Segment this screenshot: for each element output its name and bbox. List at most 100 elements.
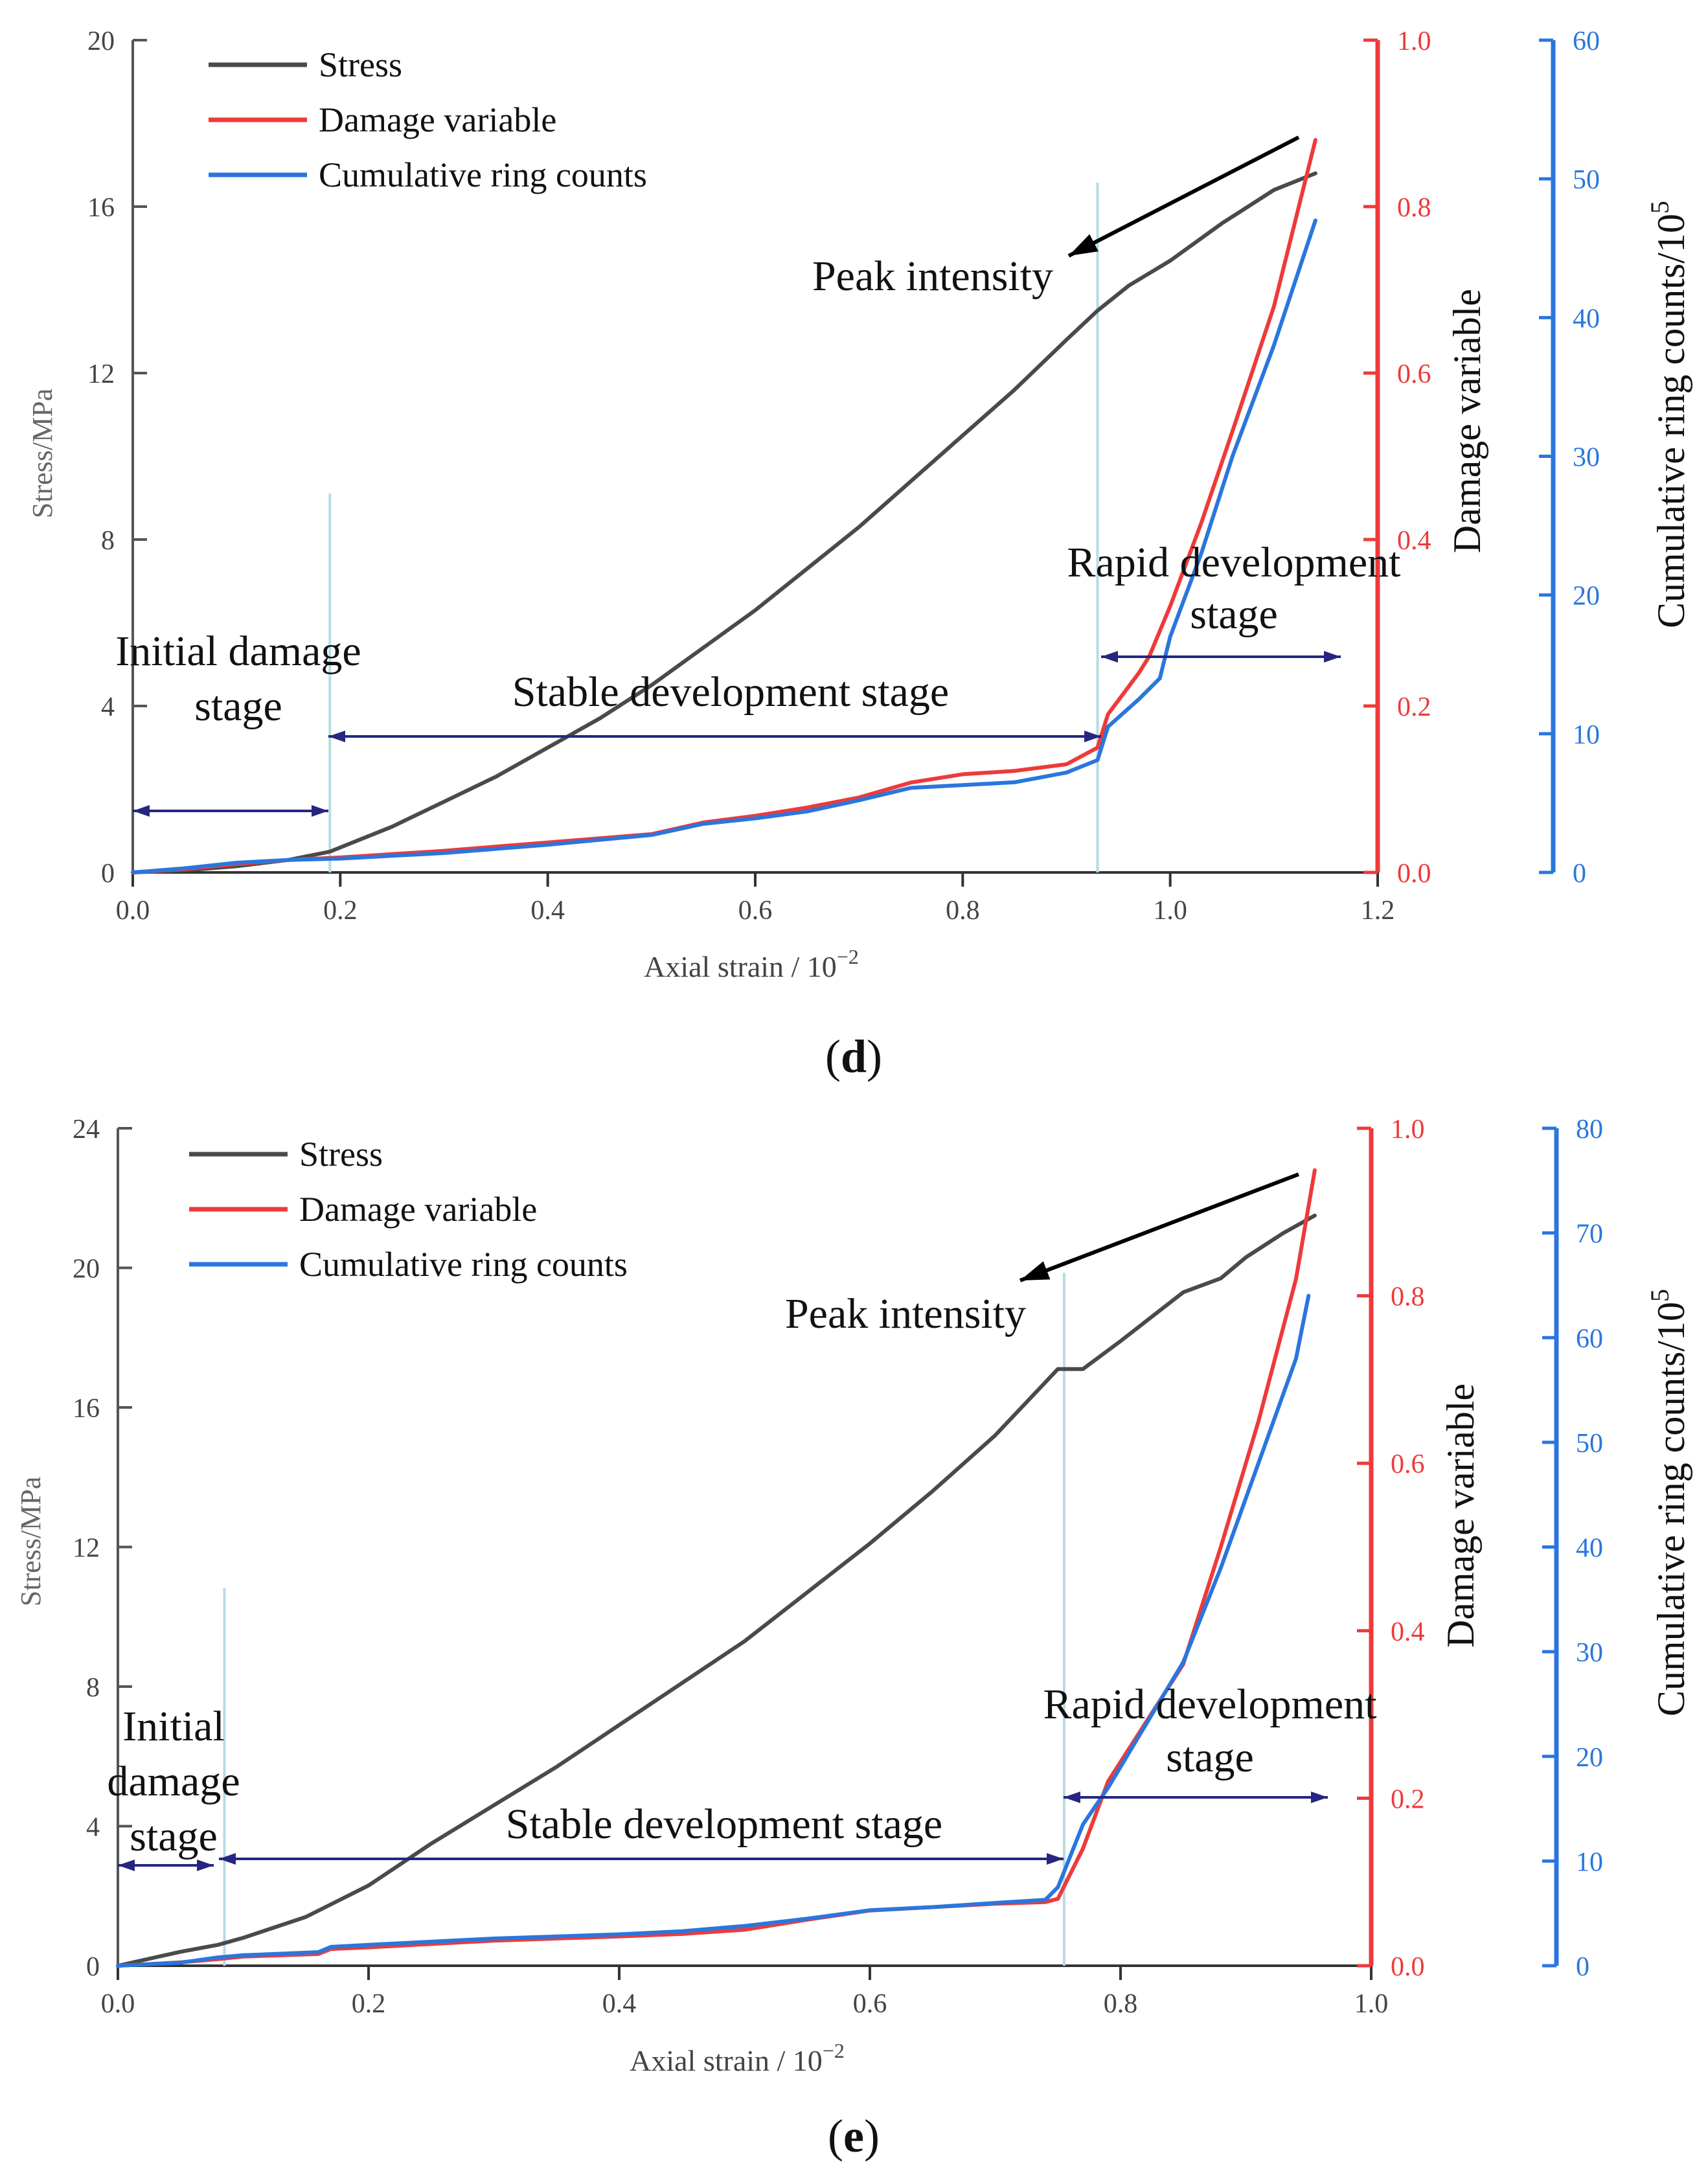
x-axis-title: Axial strain / 10−2 [644, 945, 859, 983]
legend-label-stress: Stress [319, 45, 402, 84]
stable-stage-label: Stable development stage [506, 1801, 942, 1848]
ring-tick-label: 50 [1573, 165, 1600, 195]
ring-axis-title-base: Cumulative ring counts/10 [1650, 214, 1692, 628]
legend-label-ring: Cumulative ring counts [319, 155, 647, 194]
ring-series-line [131, 218, 1317, 874]
damage-tick-label: 0.2 [1391, 1784, 1425, 1814]
legend-label-damage: Damage variable [299, 1190, 537, 1229]
damage-tick-label: 0.8 [1391, 1282, 1425, 1312]
ring-tick-label: 70 [1576, 1220, 1603, 1249]
stress-tick-label: 12 [87, 359, 115, 389]
stress-axis-title: Stress/MPa [15, 1477, 47, 1606]
x-tick-label: 1.0 [1153, 896, 1187, 926]
stress-tick-label: 0 [101, 859, 115, 889]
ring-tick-label: 60 [1573, 27, 1600, 56]
damage-tick-label: 0.6 [1397, 359, 1431, 389]
legend-label-damage: Damage variable [319, 100, 556, 139]
stress-tick-label: 8 [86, 1673, 100, 1703]
initial-stage-label: stage [130, 1813, 218, 1860]
initial-stage-label: Initial [122, 1703, 225, 1750]
x-tick-label: 0.0 [101, 1989, 135, 2019]
damage-tick-label: 1.0 [1397, 27, 1431, 56]
stress-tick-label: 12 [73, 1534, 100, 1564]
panel-label-close: ) [864, 2110, 880, 2162]
chart-panel-2: 0 4 8 12 16 20 24 Stress/MPa 0.0 0.2 0.4 0.6 0.8 1.0 A… [15, 1115, 1692, 2162]
panel-label-close: ) [867, 1030, 882, 1082]
damage-axis-title: Damage variable [1446, 289, 1488, 553]
x-tick-label: 0.2 [323, 896, 358, 926]
stress-tick-label: 0 [86, 1952, 100, 1982]
ring-tick-label: 20 [1573, 582, 1600, 611]
stress-tick-label: 4 [101, 692, 115, 722]
ring-tick-label: 80 [1576, 1115, 1603, 1144]
peak-intensity-label: Peak intensity [812, 253, 1053, 300]
peak-intensity-arrow [1019, 1172, 1300, 1282]
x-tick-label: 0.4 [530, 896, 565, 926]
damage-tick-label: 0.8 [1397, 193, 1431, 223]
initial-stage-label: damage [107, 1758, 240, 1805]
stable-stage-label: Stable development stage [512, 668, 949, 716]
panel-label-letter: d [841, 1030, 867, 1082]
rapid-stage-label: Rapid development [1043, 1681, 1376, 1728]
damage-axis-title: Damage variable [1439, 1383, 1482, 1648]
ring-tick-label: 10 [1573, 720, 1600, 750]
ring-tick-label: 40 [1576, 1534, 1603, 1564]
ring-tick-label: 10 [1576, 1847, 1603, 1877]
stress-series-line [131, 171, 1317, 874]
ring-tick-label: 50 [1576, 1429, 1603, 1459]
x-tick-label: 0.6 [853, 1989, 887, 2019]
peak-intensity-arrow [1067, 135, 1300, 258]
ring-tick-label: 0 [1573, 859, 1586, 889]
ring-tick-label: 30 [1576, 1638, 1603, 1668]
x-tick-label: 1.2 [1361, 896, 1395, 926]
ring-tick-label: 0 [1576, 1952, 1589, 1982]
damage-tick-label: 0.2 [1397, 692, 1431, 722]
x-tick-label: 0.6 [738, 896, 773, 926]
stress-tick-label: 8 [101, 526, 115, 556]
x-axis-title-exponent: −2 [837, 945, 859, 968]
rapid-stage-label: stage [1190, 591, 1278, 638]
stress-tick-label: 20 [87, 27, 115, 56]
stress-tick-label: 20 [73, 1255, 100, 1284]
x-axis-title: Axial strain / 10−2 [630, 2039, 845, 2077]
stress-tick-label: 4 [86, 1813, 100, 1843]
x-tick-label: 0.0 [116, 896, 150, 926]
legend-label-stress: Stress [299, 1135, 383, 1174]
x-tick-label: 0.8 [1104, 1989, 1138, 2019]
x-tick-label: 0.8 [946, 896, 980, 926]
damage-tick-label: 0.4 [1397, 526, 1431, 556]
stress-axis-title: Stress/MPa [27, 389, 58, 518]
ring-axis-title-exponent: 5 [1645, 201, 1674, 214]
ring-axis-title: Cumulative ring counts/105 [1645, 201, 1692, 628]
panel-label-open: ( [828, 2110, 843, 2162]
panel-label: (e) [828, 2110, 880, 2162]
damage-tick-label: 0.6 [1391, 1450, 1425, 1479]
ring-series-line [116, 1293, 1311, 1968]
ring-tick-label: 40 [1573, 304, 1600, 334]
x-tick-label: 0.4 [602, 1989, 637, 2019]
ring-tick-label: 20 [1576, 1743, 1603, 1773]
rapid-stage-label: stage [1166, 1734, 1254, 1781]
ring-axis-title-base: Cumulative ring counts/10 [1650, 1302, 1692, 1716]
x-axis-title-base: Axial strain / 10 [644, 950, 837, 983]
x-tick-label: 0.2 [352, 1989, 386, 2019]
initial-stage-label: stage [194, 683, 282, 730]
chart-panel-1: 0 4 8 12 16 20 Stress/MPa 0.0 0.2 0.4 0.6 0.8 1.0 1.2… [27, 27, 1692, 1082]
damage-series-line [131, 138, 1317, 874]
panel-label-letter: e [843, 2110, 864, 2162]
legend-label-ring: Cumulative ring counts [299, 1245, 628, 1284]
stress-series-line [116, 1213, 1317, 1968]
damage-tick-label: 0.0 [1391, 1952, 1425, 1982]
panel-label: (d) [825, 1030, 882, 1082]
ring-tick-label: 30 [1573, 443, 1600, 473]
x-tick-label: 1.0 [1354, 1989, 1389, 2019]
x-axis-title-exponent: −2 [823, 2039, 845, 2062]
stress-tick-label: 24 [73, 1115, 100, 1144]
damage-tick-label: 0.4 [1391, 1617, 1425, 1647]
rapid-stage-label: Rapid development [1067, 539, 1400, 586]
damage-tick-label: 1.0 [1391, 1115, 1425, 1144]
damage-tick-label: 0.0 [1397, 859, 1431, 889]
ring-axis-title-exponent: 5 [1645, 1289, 1674, 1302]
x-axis-title-base: Axial strain / 10 [630, 2044, 823, 2077]
